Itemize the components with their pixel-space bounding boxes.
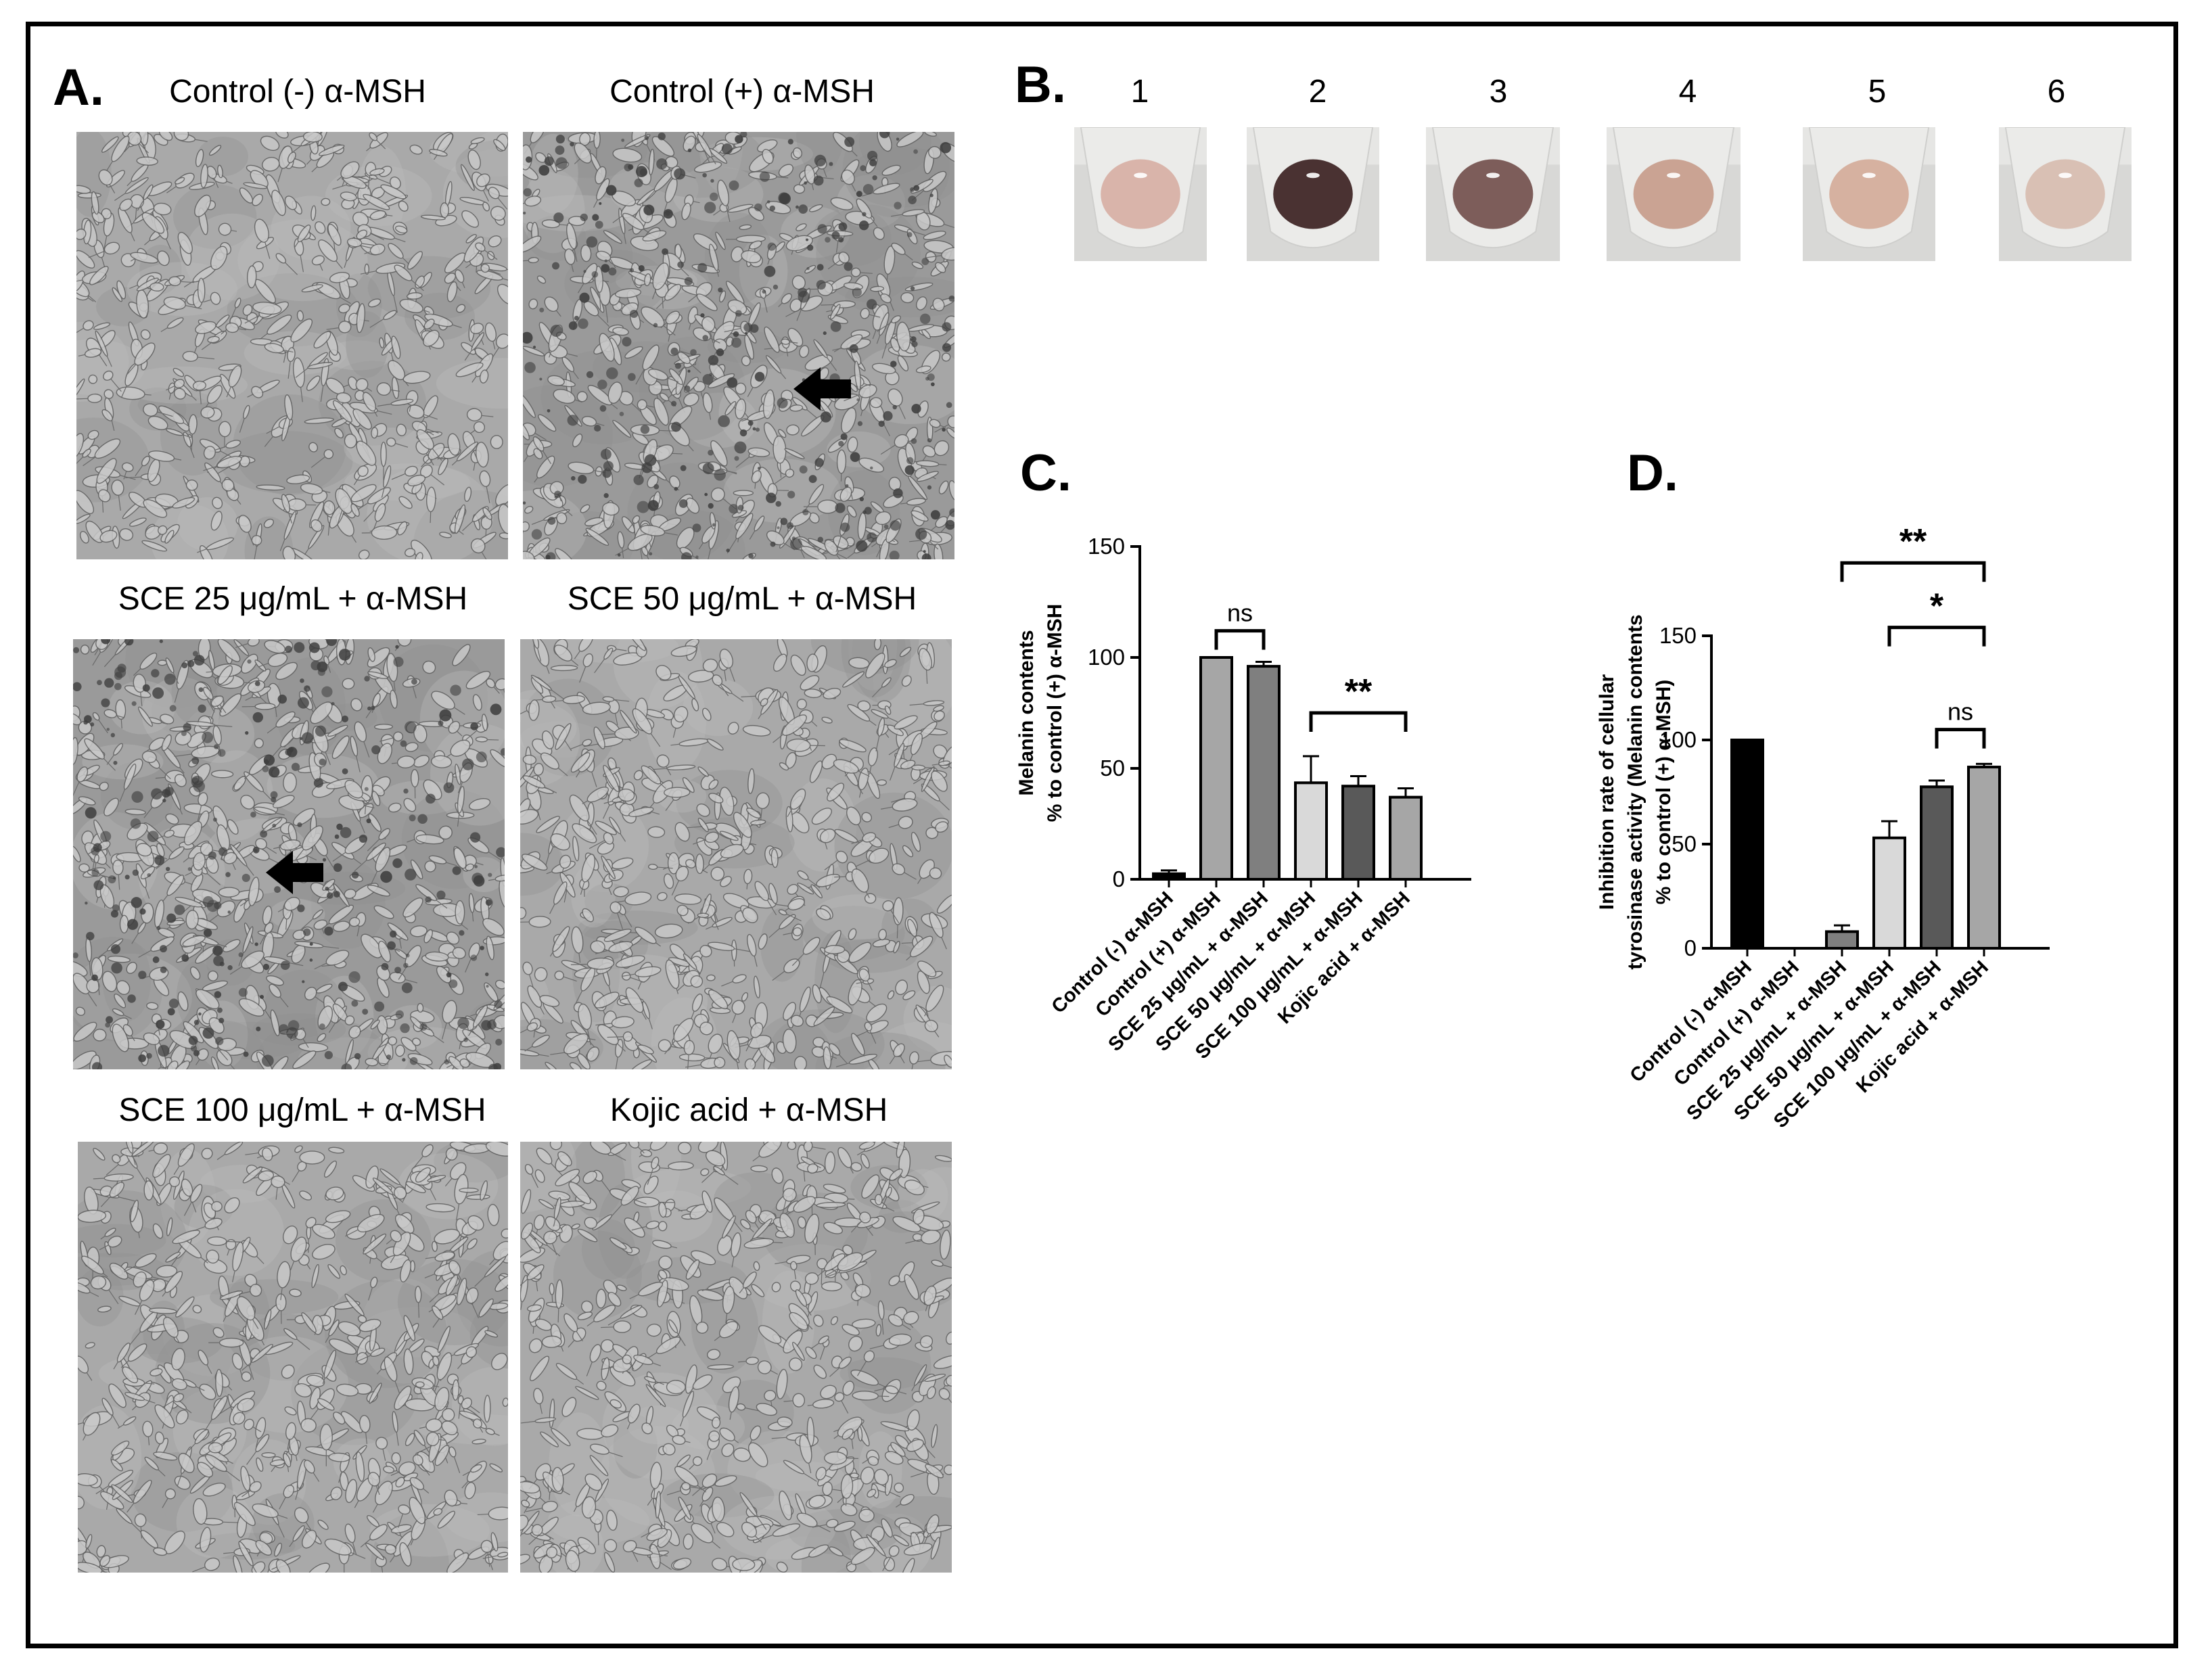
y-axis-label: % to control (+) α-MSH) (1653, 680, 1675, 905)
y-axis-label: Inhibition rate of cellular (1596, 674, 1618, 910)
bar (1199, 656, 1233, 881)
micrograph-control-positive (523, 132, 954, 559)
bar (1294, 781, 1328, 881)
y-tick-label: 50 (1100, 756, 1125, 781)
lane-number-4: 4 (1678, 74, 1697, 110)
bar (1967, 766, 2001, 950)
tube-photo-3 (1426, 126, 1560, 261)
lane-number-2: 2 (1308, 74, 1327, 110)
lane-number-1: 1 (1130, 74, 1149, 110)
bar (1389, 795, 1423, 881)
significance-label: ns (1948, 698, 1973, 726)
micrograph-kojic-acid (520, 1142, 952, 1573)
y-tick-label: 0 (1113, 866, 1125, 891)
significance-label: ** (1899, 522, 1927, 561)
tube-photo-4 (1607, 126, 1741, 261)
y-axis-label: Melanin contents (1015, 630, 1038, 795)
significance-label: * (1930, 587, 1944, 626)
panel-d-letter: D. (1627, 444, 1678, 502)
significance-bracket (1935, 728, 1986, 749)
bar (1730, 739, 1764, 950)
y-tick-label: 0 (1684, 935, 1697, 960)
y-tick-label: 50 (1672, 831, 1697, 856)
figure-frame (26, 22, 2178, 1648)
significance-label: ns (1227, 599, 1253, 627)
micro-caption-4: SCE 50 μg/mL + α-MSH (567, 581, 917, 617)
tube-photo-1 (1074, 126, 1207, 261)
significance-label: ** (1345, 672, 1373, 712)
significance-bracket (1214, 629, 1266, 650)
micro-caption-6: Kojic acid + α-MSH (609, 1092, 888, 1128)
y-tick-label: 100 (1659, 727, 1697, 752)
panel-c-letter: C. (1020, 444, 1072, 502)
tube-photo-6 (1999, 126, 2132, 261)
y-axis-label: % to control (+) α-MSH (1044, 604, 1066, 822)
significance-bracket (1840, 561, 1986, 582)
panel-a-letter: A. (53, 59, 104, 116)
bar (1152, 872, 1186, 881)
significance-bracket (1309, 711, 1408, 732)
micro-caption-3: SCE 25 μg/mL + α-MSH (118, 581, 468, 617)
significance-bracket (1887, 626, 1986, 647)
bar (1825, 930, 1859, 950)
micro-caption-5: SCE 100 μg/mL + α-MSH (118, 1092, 486, 1128)
bar (1920, 785, 1954, 950)
y-tick-label: 150 (1088, 534, 1125, 559)
y-tick-label: 150 (1659, 623, 1697, 648)
micrograph-sce-100 (78, 1142, 508, 1573)
micrograph-sce-25 (73, 639, 505, 1069)
chart-tyrosinase-inhibition: 0 50 100 150 Inhibition rate of cellular tyro… (1596, 522, 2050, 1132)
micrograph-control-negative (76, 132, 508, 559)
y-axis-label: tyrosinase activity (Melanin contents (1624, 614, 1646, 969)
micro-caption-1: Control (-) α-MSH (169, 74, 426, 110)
micrograph-sce-50 (520, 639, 952, 1069)
bar (1341, 785, 1375, 881)
lane-number-5: 5 (1868, 74, 1887, 110)
lane-number-3: 3 (1489, 74, 1508, 110)
panel-b-letter: B. (1015, 56, 1066, 114)
tube-photo-2 (1247, 126, 1379, 261)
bar (1247, 665, 1281, 881)
lane-number-6: 6 (2047, 74, 2066, 110)
chart-melanin-contents: 0 50 100 150 Melanin contents % to control (+… (1015, 534, 1471, 1063)
bar (1872, 836, 1906, 950)
micro-caption-2: Control (+) α-MSH (609, 74, 875, 110)
y-tick-label: 100 (1088, 645, 1125, 670)
tube-photo-5 (1803, 126, 1935, 261)
